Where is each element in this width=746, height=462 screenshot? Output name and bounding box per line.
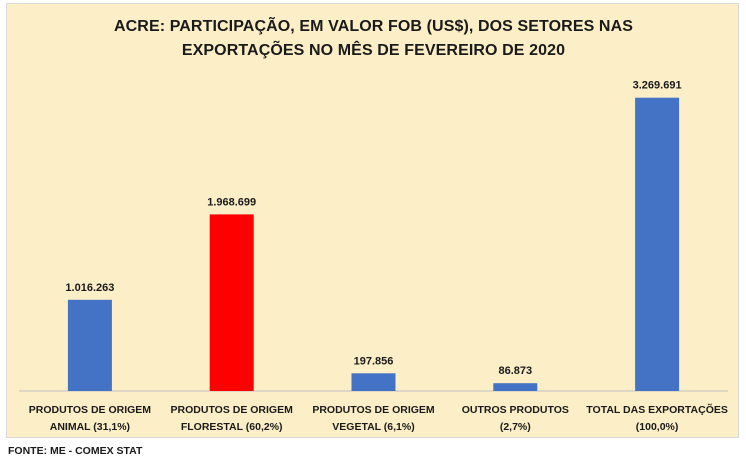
bar-4 xyxy=(493,383,538,391)
data-label-3: 197.856 xyxy=(354,355,394,367)
bar-1 xyxy=(67,299,112,391)
bar-2 xyxy=(209,214,254,391)
chart-title-line-2: EXPORTAÇÕES NO MÊS DE FEVEREIRO DE 2020 xyxy=(181,42,566,59)
bar-5 xyxy=(635,97,680,391)
category-label-3-line-1: PRODUTOS DE ORIGEM xyxy=(312,404,435,416)
source-note: FONTE: ME - COMEX STAT xyxy=(8,445,143,457)
category-label-2-line-2: FLORESTAL (60,2%) xyxy=(181,421,283,433)
data-label-5: 3.269.691 xyxy=(633,80,682,92)
chart-area: ACRE: PARTICIPAÇÃO, EM VALOR FOB (US$), … xyxy=(6,3,739,438)
data-label-2: 1.968.699 xyxy=(207,196,256,208)
bar-3 xyxy=(351,373,396,391)
category-label-5-line-1: TOTAL DAS EXPORTAÇÕES xyxy=(586,403,728,416)
category-label-3-line-2: VEGETAL (6,1%) xyxy=(332,421,414,433)
category-label-4-line-1: OUTROS PRODUTOS xyxy=(462,404,569,416)
category-label-1-line-2: ANIMAL (31,1%) xyxy=(50,421,130,433)
category-label-2-line-1: PRODUTOS DE ORIGEM xyxy=(171,404,294,416)
category-label-1-line-1: PRODUTOS DE ORIGEM xyxy=(29,404,152,416)
bar-chart: 1.016.263 PRODUTOS DE ORIGEM ANIMAL (31,1%… xyxy=(19,80,728,433)
category-label-5-line-2: (100,0%) xyxy=(636,421,679,433)
data-label-4: 86.873 xyxy=(498,365,532,377)
category-label-4-line-2: (2,7%) xyxy=(500,421,531,433)
data-label-1: 1.016.263 xyxy=(65,282,114,294)
chart-title-line-1: ACRE: PARTICIPAÇÃO, EM VALOR FOB (US$), … xyxy=(113,18,633,35)
